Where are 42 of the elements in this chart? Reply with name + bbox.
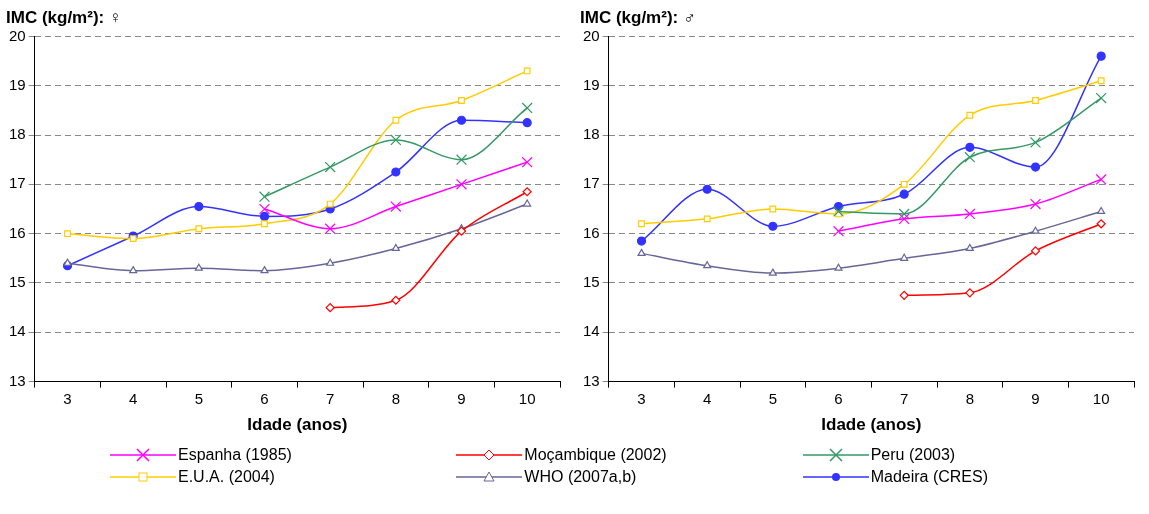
legend-label: Espanha (1985) bbox=[178, 446, 292, 464]
y-tick-label: 13 bbox=[583, 371, 600, 389]
y-tick-label: 17 bbox=[9, 174, 26, 192]
x-tick-label: 6 bbox=[834, 389, 843, 407]
x-tick-label: 4 bbox=[703, 389, 712, 407]
x-tick-label: 8 bbox=[391, 389, 401, 407]
legend-label: Madeira (CRES) bbox=[870, 468, 989, 486]
y-tick-label: 16 bbox=[9, 223, 26, 241]
legend-label: E.U.A. (2004) bbox=[178, 468, 275, 486]
y-tick-label: 14 bbox=[9, 322, 26, 340]
legend-label: Peru (2003) bbox=[870, 446, 956, 464]
y-tick-label: 20 bbox=[583, 26, 600, 44]
x-tick-label: 8 bbox=[965, 389, 975, 407]
x-tick-label: 4 bbox=[129, 389, 138, 407]
y-tick-label: 18 bbox=[583, 125, 600, 143]
x-axis-title: Idade (anos) bbox=[821, 415, 922, 435]
y-tick-label: 18 bbox=[9, 125, 26, 143]
chart-title: IMC (kg/m²): ♂ bbox=[580, 7, 696, 27]
x-tick-label: 3 bbox=[637, 389, 646, 407]
legend-label: Moçambique (2002) bbox=[524, 446, 667, 464]
y-tick-label: 15 bbox=[9, 273, 26, 291]
x-tick-label: 7 bbox=[326, 389, 335, 407]
y-tick-label: 16 bbox=[583, 223, 600, 241]
y-tick-label: 19 bbox=[9, 75, 26, 93]
chart-title: IMC (kg/m²): ♀ bbox=[6, 7, 122, 27]
x-tick-label: 10 bbox=[518, 389, 536, 407]
y-tick-label: 19 bbox=[583, 75, 600, 93]
x-tick-label: 5 bbox=[768, 389, 778, 407]
y-tick-label: 20 bbox=[9, 26, 26, 44]
y-tick-label: 17 bbox=[583, 174, 600, 192]
x-tick-label: 3 bbox=[63, 389, 72, 407]
x-tick-label: 10 bbox=[1092, 389, 1110, 407]
x-tick-label: 9 bbox=[1031, 389, 1040, 407]
y-tick-label: 14 bbox=[583, 322, 600, 340]
y-tick-label: 15 bbox=[583, 273, 600, 291]
x-tick-label: 9 bbox=[457, 389, 466, 407]
x-tick-label: 6 bbox=[260, 389, 269, 407]
x-tick-label: 5 bbox=[194, 389, 204, 407]
x-tick-label: 7 bbox=[900, 389, 909, 407]
legend-label: WHO (2007a,b) bbox=[524, 468, 637, 486]
y-tick-label: 13 bbox=[9, 371, 26, 389]
x-axis-title: Idade (anos) bbox=[247, 415, 348, 435]
